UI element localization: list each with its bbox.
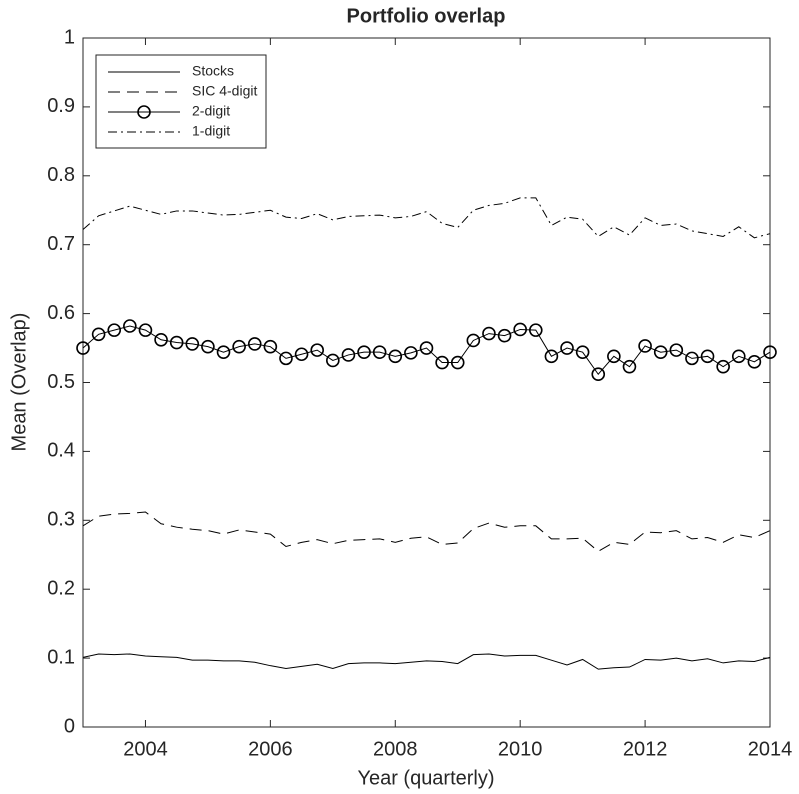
marker [763,345,777,359]
marker [497,328,512,343]
x-tick-label: 2004 [123,738,168,760]
marker [123,319,137,333]
marker [185,337,200,351]
marker [591,367,606,382]
marker [560,341,574,355]
marker [513,322,527,337]
marker [419,341,434,355]
marker [622,359,637,374]
series-line [82,197,771,239]
chart-title: Portfolio overlap [347,5,506,27]
marker [638,339,652,353]
marker [450,355,465,370]
y-tick-label: 0.5 [47,371,75,393]
x-tick-label: 2010 [498,738,543,760]
legend-label: SIC 4-digit [192,83,257,99]
legend-label: 2-digit [192,103,230,119]
legend-marker [137,105,151,119]
marker [731,349,746,364]
marker [247,337,262,351]
y-tick-label: 0 [64,715,75,737]
x-tick-label: 2012 [623,738,668,760]
x-tick-label: 2006 [248,738,293,760]
marker [279,351,293,366]
y-tick-label: 0.4 [47,440,75,462]
marker [607,349,621,364]
marker [76,341,90,355]
marker [482,326,496,341]
marker [747,355,762,369]
marker [357,345,371,359]
y-tick-label: 0.2 [47,577,75,599]
x-axis-label: Year (quarterly) [357,767,494,789]
y-tick-label: 0.7 [47,233,75,255]
series-line [82,511,771,552]
marker [528,323,543,337]
marker [685,351,699,366]
marker [404,346,418,360]
marker [154,332,168,347]
marker [700,349,715,364]
marker [716,359,730,374]
legend-label: Stocks [192,63,234,79]
marker [310,343,325,357]
marker [372,345,387,359]
x-tick-label: 2008 [373,738,418,760]
marker [544,349,559,364]
legend-box [95,54,267,149]
y-tick-label: 1 [64,26,75,48]
series-line [82,653,771,670]
marker [216,345,231,359]
y-tick-label: 0.3 [47,509,75,531]
y-tick-label: 0.1 [47,646,75,668]
marker [326,353,340,368]
marker [669,343,684,357]
marker [388,349,403,364]
legend-label: 1-digit [192,123,230,139]
marker [263,339,278,354]
marker [466,333,481,348]
marker [435,355,449,370]
marker [107,323,122,337]
x-tick-label: 2014 [748,738,793,760]
y-axis-label: Mean (Overlap) [8,313,30,452]
marker [91,327,106,342]
plot-area [82,37,771,728]
marker [575,345,590,359]
marker [294,347,309,362]
marker [138,323,153,337]
y-tick-label: 0.9 [47,95,75,117]
marker [169,335,184,350]
marker [341,348,356,362]
marker [201,339,215,354]
y-tick-label: 0.6 [47,302,75,324]
marker [232,339,246,354]
y-tick-label: 0.8 [47,164,75,186]
marker [653,345,668,359]
